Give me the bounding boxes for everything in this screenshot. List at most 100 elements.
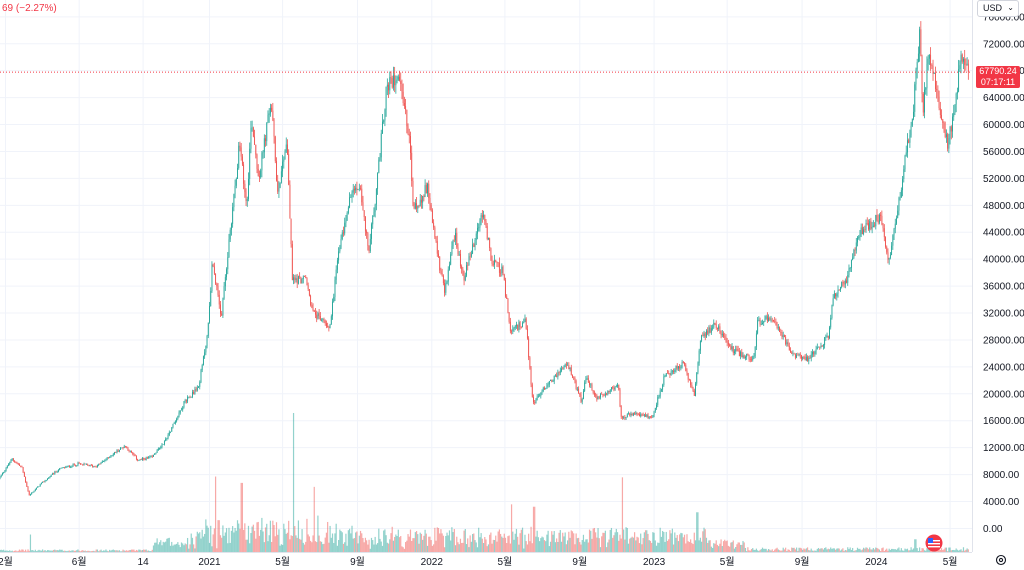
volume-bar <box>137 550 139 552</box>
candle-body <box>0 474 2 477</box>
volume-bar <box>520 529 522 552</box>
candle-body <box>45 479 47 481</box>
volume-bar <box>271 541 273 552</box>
volume-bar <box>492 539 494 552</box>
volume-bar <box>184 543 186 552</box>
candle-body <box>461 266 463 270</box>
candle-body <box>5 468 7 471</box>
candle-body <box>926 64 928 89</box>
candle-body <box>646 414 648 417</box>
volume-bar <box>105 549 107 552</box>
candle-body <box>883 228 885 238</box>
candle-body <box>829 327 830 339</box>
candle-body <box>556 375 558 378</box>
volume-bar <box>260 529 262 552</box>
volume-bar <box>909 550 911 552</box>
candle-body <box>857 237 858 243</box>
gear-icon[interactable] <box>995 554 1007 566</box>
volume-bar <box>939 549 941 552</box>
time-tick-label: 5월 <box>943 556 958 568</box>
volume-bar <box>430 540 432 552</box>
volume-bar <box>557 541 559 552</box>
volume-bar <box>222 525 224 552</box>
candle-body <box>474 239 476 247</box>
volume-bar <box>575 533 577 552</box>
candle-body <box>313 310 315 312</box>
candle-body <box>777 327 779 329</box>
volume-bar <box>816 548 818 552</box>
candle-body <box>606 393 608 395</box>
candle-body <box>904 155 906 170</box>
candle-body <box>754 346 756 357</box>
volume-bar <box>543 540 546 552</box>
volume-bar <box>302 542 304 552</box>
candle-body <box>909 135 911 143</box>
time-axis[interactable]: 2월 6월 14 2021 5월 9월 2022 5월 9월 2023 5월 9월 2024 5월 <box>0 556 957 568</box>
volume-bar <box>91 550 94 552</box>
volume-bar <box>3 549 5 552</box>
candle-body <box>211 264 213 291</box>
volume-bar <box>563 536 565 552</box>
volume-bar <box>942 550 944 552</box>
candle-body <box>753 356 755 357</box>
candle-body <box>554 375 556 377</box>
candle-body <box>142 458 143 460</box>
price-axis[interactable]: 0.004000.008000.0012000.0016000.0020000.… <box>983 12 1024 535</box>
volume-bar <box>666 540 669 552</box>
candle-body <box>631 413 633 416</box>
volume-bar <box>632 537 634 552</box>
us-flag-icon[interactable] <box>925 534 943 552</box>
volume-bar <box>375 544 377 552</box>
candle-body <box>408 133 410 137</box>
volume-bar <box>60 549 62 552</box>
volume-bar <box>746 551 748 552</box>
candle-body <box>34 489 36 491</box>
volume-bar <box>165 541 167 552</box>
candle-body <box>935 72 936 89</box>
volume-bar <box>668 539 670 552</box>
volume-bar <box>28 550 30 552</box>
candle-body <box>391 78 393 88</box>
candle-body <box>171 427 173 432</box>
chevron-down-icon: ⌄ <box>1007 3 1014 12</box>
volume-bar <box>625 527 627 552</box>
candle-body <box>947 134 949 149</box>
candle-body <box>779 327 780 332</box>
candle-body <box>550 379 552 382</box>
volume-bar <box>640 533 642 552</box>
candle-body <box>327 326 329 328</box>
candle-body <box>249 148 251 179</box>
volume-bar <box>710 546 712 552</box>
volume-bar <box>590 530 592 552</box>
volume-bar <box>862 547 865 552</box>
candle-body <box>38 486 40 488</box>
volume-bar <box>239 528 241 552</box>
volume-bar <box>554 542 557 552</box>
candle-body <box>204 352 206 357</box>
candle-body <box>759 319 761 325</box>
candle-body <box>425 185 427 194</box>
candle-body <box>383 120 385 122</box>
volume-bar <box>722 541 725 552</box>
volume-bar <box>463 530 465 552</box>
candle-body <box>182 407 184 410</box>
volume-bar <box>758 551 760 552</box>
currency-dropdown[interactable]: USD ⌄ <box>977 0 1019 17</box>
candle-body <box>805 356 807 361</box>
volume-bar <box>708 540 710 552</box>
candle-body <box>332 301 333 317</box>
candle-body <box>43 481 45 483</box>
candle-body <box>541 391 543 393</box>
volume-bar <box>602 532 604 552</box>
volume-bar <box>402 547 404 552</box>
volume-bar <box>303 544 306 552</box>
volume-bar <box>381 545 384 552</box>
volume-bar <box>704 529 706 552</box>
volume-bar <box>629 538 631 552</box>
candle-body <box>363 210 365 218</box>
volume-bar <box>318 535 320 552</box>
candle-body <box>535 400 537 404</box>
volume-bar <box>687 541 689 552</box>
candle-body <box>725 337 727 341</box>
